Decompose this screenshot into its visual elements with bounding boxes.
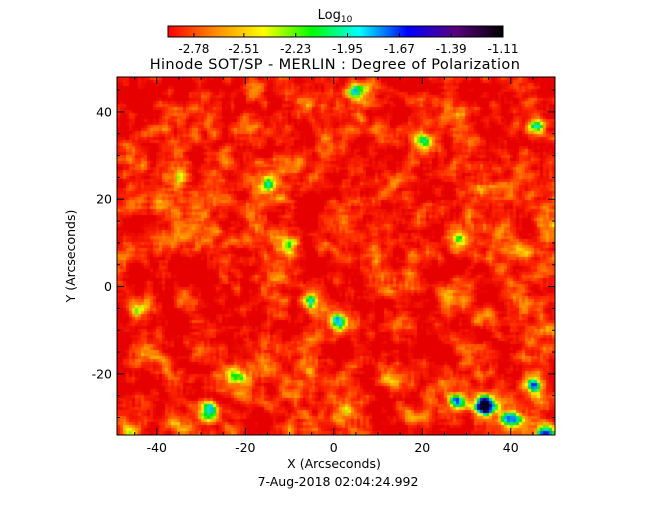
colorbar-ticks: -2.78 -2.51 -2.23 -1.95 -1.67 -1.39 -1.11 xyxy=(178,33,519,56)
colorbar-tick-label: -2.78 xyxy=(178,42,209,56)
y-axis-label: Y (Arcseconds) xyxy=(63,210,78,304)
colorbar-tick-label: -1.67 xyxy=(384,42,415,56)
timestamp: 7-Aug-2018 02:04:24.992 xyxy=(258,474,419,489)
colorbar: Log10 -2.78 -2.51 -2.23 -1.95 -1.67 -1.39 -1.1… xyxy=(167,8,519,56)
x-tick-label: -20 xyxy=(235,440,255,455)
y-tick-label: 20 xyxy=(96,192,112,207)
plot-frame xyxy=(116,76,556,436)
y-tick-label: 0 xyxy=(104,279,112,294)
colorbar-label-subscript: 10 xyxy=(341,15,353,25)
y-tick-label: -20 xyxy=(92,366,112,381)
colorbar-fill xyxy=(168,26,503,37)
y-axis-ticks: -20 0 20 40 xyxy=(92,89,555,419)
colorbar-label: Log10 xyxy=(318,8,353,25)
colorbar-label-base: Log xyxy=(318,8,341,23)
y-tick-label: 40 xyxy=(96,104,112,119)
colorbar-frame xyxy=(167,25,504,38)
colorbar-tick-label: -2.51 xyxy=(228,42,259,56)
colorbar-tick-label: -1.39 xyxy=(436,42,467,56)
plot-area xyxy=(116,76,556,436)
chart-title: Hinode SOT/SP - MERLIN : Degree of Polar… xyxy=(150,57,521,73)
heatmap-image xyxy=(117,77,555,435)
x-axis-label: X (Arcseconds) xyxy=(287,456,381,471)
colorbar-tick-label: -1.95 xyxy=(332,42,363,56)
colorbar-tick-label: -1.11 xyxy=(487,42,518,56)
x-tick-label: -40 xyxy=(147,440,167,455)
heatmap-container xyxy=(117,77,555,435)
x-tick-label: 20 xyxy=(414,440,430,455)
colorbar-tick-label: -2.23 xyxy=(280,42,311,56)
x-axis-ticks: -40 -20 0 20 40 xyxy=(134,77,556,455)
x-tick-label: 0 xyxy=(330,440,338,455)
x-tick-label: 40 xyxy=(503,440,519,455)
